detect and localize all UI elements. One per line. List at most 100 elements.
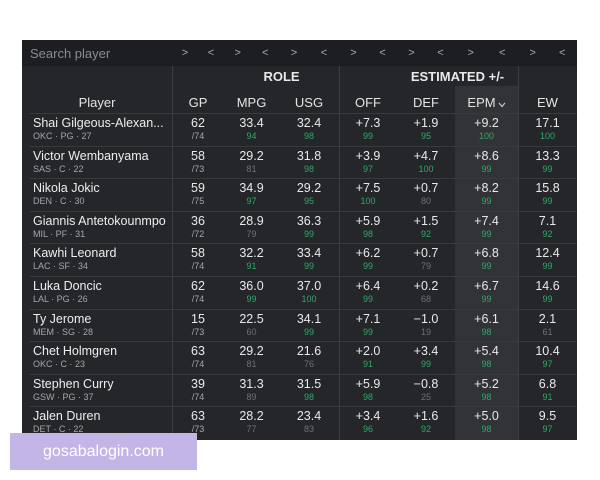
off-value: +3.4 (355, 409, 381, 424)
epm-value: +6.7 (474, 279, 499, 293)
ew-cell: 2.1 61 (518, 312, 577, 338)
off-cell: +7.1 99 (339, 312, 397, 338)
player-name[interactable]: Ty Jerome (33, 311, 92, 326)
epm-percentile: 98 (481, 391, 492, 402)
table-row[interactable]: Ty Jerome MEM · SG · 28 15/73 22.5 60 34.1 99 +… (22, 310, 577, 342)
def-cell: −0.8 25 (397, 377, 455, 403)
def-next-button[interactable]: > (408, 47, 415, 59)
mpg-cell: 31.3 89 (224, 377, 279, 403)
off-value: +7.5 (355, 181, 381, 196)
ew-value: 14.6 (535, 279, 560, 293)
ew-percentile: 99 (542, 163, 553, 174)
gp-cell: 62/74 (172, 116, 224, 142)
table-row[interactable]: Luka Doncic LAL · PG · 26 62/74 36.0 99 37.0 1… (22, 277, 577, 309)
def-percentile: 25 (420, 391, 431, 402)
mpg-percentile: 81 (246, 163, 257, 174)
usg-value: 32.4 (296, 116, 322, 130)
off-value: +6.2 (355, 246, 381, 261)
off-cell: +5.9 98 (339, 214, 397, 240)
usg-value: 21.6 (296, 344, 322, 359)
mpg-value: 22.5 (239, 311, 264, 326)
table-row[interactable]: Stephen Curry GSW · PG · 37 39/74 31.3 89 31.… (22, 375, 577, 407)
usg-next-button[interactable]: > (290, 47, 298, 59)
mpg-value: 29.2 (239, 344, 264, 359)
mpg-cell: 29.2 81 (224, 149, 279, 175)
gp-cell: 58/74 (172, 246, 224, 272)
off-column-header[interactable]: OFF (355, 95, 381, 110)
epm-cell: +5.0 98 (455, 409, 518, 435)
def-value: +0.2 (413, 279, 439, 293)
gp-prev-button[interactable]: < (207, 47, 215, 59)
epm-value: +5.0 (474, 409, 499, 424)
epm-cell: +8.2 99 (455, 181, 518, 207)
gp-filter-arrows: > < (172, 44, 224, 62)
mpg-cell: 36.0 99 (224, 279, 279, 305)
ew-value: 10.4 (535, 344, 560, 359)
usg-prev-button[interactable]: < (320, 47, 328, 59)
usg-cell: 37.0 100 (279, 279, 339, 305)
table-row[interactable]: Giannis Antetokounmpo MIL · PF · 31 36/72 2… (22, 212, 577, 244)
def-cell: −1.0 19 (397, 312, 455, 338)
table-row[interactable]: Nikola Jokic DEN · C · 30 59/75 34.9 97 29.2 9… (22, 179, 577, 211)
player-name[interactable]: Luka Doncic (33, 279, 102, 293)
mpg-cell: 28.9 79 (224, 214, 279, 240)
def-cell: +4.7 100 (397, 149, 455, 175)
off-percentile: 98 (362, 228, 373, 239)
off-prev-button[interactable]: < (379, 47, 386, 59)
ew-column-header[interactable]: EW (537, 95, 558, 110)
mpg-next-button[interactable]: > (234, 47, 241, 59)
table-row[interactable]: Shai Gilgeous-Alexan... OKC · PG · 27 62/7… (22, 114, 577, 146)
usg-column-header[interactable]: USG (294, 95, 324, 110)
search-input[interactable] (26, 44, 179, 62)
mpg-prev-button[interactable]: < (262, 47, 269, 59)
usg-percentile: 99 (303, 326, 314, 337)
def-filter-arrows: > < (397, 44, 455, 62)
mpg-value: 31.3 (239, 376, 264, 391)
off-next-button[interactable]: > (350, 47, 357, 59)
player-name[interactable]: Shai Gilgeous-Alexan... (33, 116, 164, 130)
games-total: /74 (191, 294, 205, 304)
games-total: /72 (191, 228, 205, 239)
ew-percentile: 99 (542, 294, 553, 304)
player-name[interactable]: Stephen Curry (33, 376, 114, 391)
table-row[interactable]: Kawhi Leonard LAC · SF · 34 58/74 32.2 91 33.… (22, 244, 577, 276)
gp-column-header[interactable]: GP (188, 95, 208, 110)
table-row[interactable]: Victor Wembanyama SAS · C · 22 58/73 29.2 81… (22, 147, 577, 179)
def-cell: +1.9 95 (397, 116, 455, 142)
estimated-group-label: ESTIMATED +/- (410, 69, 505, 84)
def-column-header[interactable]: DEF (413, 95, 439, 110)
epm-cell: +5.4 98 (455, 344, 518, 370)
off-cell: +6.2 99 (339, 246, 397, 272)
usg-value: 34.1 (296, 311, 322, 326)
mpg-cell: 34.9 97 (224, 181, 279, 207)
gp-next-button[interactable]: > (181, 47, 189, 59)
epm-next-button[interactable]: > (467, 47, 474, 59)
player-name[interactable]: Nikola Jokic (33, 181, 100, 196)
player-name[interactable]: Giannis Antetokounmpo (33, 213, 166, 228)
player-column-header[interactable]: Player (78, 95, 116, 110)
ew-prev-button[interactable]: < (559, 47, 566, 59)
epm-column-header[interactable]: EPM (455, 93, 518, 113)
def-prev-button[interactable]: < (437, 47, 444, 59)
ew-next-button[interactable]: > (529, 47, 536, 59)
ew-percentile: 61 (542, 326, 553, 337)
games-total: /73 (191, 424, 205, 435)
epm-value: +7.4 (474, 213, 499, 228)
player-name[interactable]: Jalen Duren (33, 409, 101, 424)
usg-percentile: 76 (303, 359, 314, 370)
player-name[interactable]: Chet Holmgren (33, 344, 118, 359)
gp-value: 39 (191, 376, 205, 391)
table-row[interactable]: Jalen Duren DET · C · 22 63/73 28.2 77 23.4 83… (22, 407, 577, 439)
role-group-label: ROLE (263, 69, 300, 84)
mpg-column-header[interactable]: MPG (236, 95, 267, 110)
epm-prev-button[interactable]: < (499, 47, 506, 59)
def-value: +3.4 (413, 344, 439, 359)
def-cell: +3.4 99 (397, 344, 455, 370)
table-row[interactable]: Chet Holmgren OKC · C · 23 63/74 29.2 81 21.6… (22, 342, 577, 374)
mpg-percentile: 79 (246, 228, 257, 239)
player-name[interactable]: Victor Wembanyama (33, 148, 149, 163)
column-divider (339, 66, 340, 440)
games-total: /73 (191, 163, 205, 174)
player-name[interactable]: Kawhi Leonard (33, 246, 117, 261)
gp-value: 58 (191, 148, 205, 163)
